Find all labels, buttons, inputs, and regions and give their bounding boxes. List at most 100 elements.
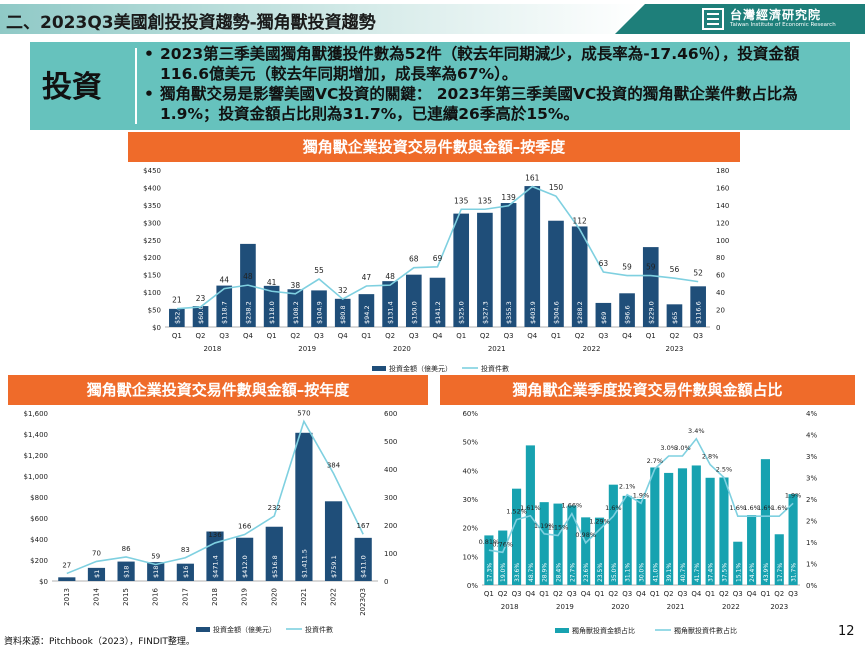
tier-logo-icon (702, 8, 724, 30)
quarterly-bar (666, 304, 683, 327)
quarterly-count-label: 52 (693, 269, 703, 278)
quarterly-bar-label: $355.3 (505, 301, 513, 324)
quarterly-count-label: 48 (385, 272, 395, 281)
annual-ytick-right: 400 (384, 466, 397, 474)
share-ytick-right: 1% (806, 539, 817, 547)
share-ytick-right: 2% (806, 496, 817, 504)
annual-bar (206, 531, 224, 581)
share-xtick: Q1 (705, 590, 715, 598)
share-year-label: 2020 (611, 603, 629, 611)
annual-xtick: 2015 (122, 588, 130, 606)
share-ytick-left: 20% (462, 525, 478, 533)
quarterly-xtick: Q2 (575, 332, 585, 340)
annual-count-label: 59 (151, 552, 160, 560)
quarterly-ytick-left: $250 (143, 237, 161, 245)
share-legend-bar-swatch (555, 628, 569, 633)
annual-ytick-left: $400 (30, 536, 48, 544)
quarterly-count-label: 59 (622, 263, 632, 272)
quarterly-count-label: 44 (219, 276, 229, 285)
annual-count-label: 70 (92, 549, 101, 557)
quarterly-bar-label: $94.2 (363, 305, 371, 324)
quarterly-bar (642, 247, 659, 327)
quarterly-xtick: Q1 (361, 332, 371, 340)
share-ytick-right: 2% (806, 518, 817, 526)
share-bar (512, 488, 522, 585)
annual-bar (354, 537, 372, 581)
quarterly-count-label: 48 (243, 272, 253, 281)
quarterly-count-label: 23 (196, 294, 206, 303)
annual-count-label: 136 (208, 531, 222, 539)
source-note: 資料來源：Pitchbook（2023），FINDIT整理。 (4, 637, 195, 647)
annual-bar (58, 577, 76, 581)
share-year-label: 2021 (667, 603, 685, 611)
share-count-label: 1.6% (605, 504, 622, 512)
share-bar (553, 503, 563, 585)
logo-en-text: Taiwan Institute of Economic Research (730, 22, 836, 28)
quarterly-bar-label: $118.7 (221, 301, 229, 324)
quarterly-year-label: 2021 (488, 345, 506, 353)
quarterly-legend-bar: 投資金額（億美元） (389, 364, 452, 373)
share-bar (677, 468, 688, 585)
quarterly-count-label: 68 (409, 255, 419, 264)
annual-bar (87, 567, 106, 581)
share-year-label: 2018 (501, 603, 519, 611)
quarterly-count-label: 32 (338, 286, 348, 295)
annual-xtick: 2013 (63, 588, 71, 606)
quarterly-bar (287, 289, 304, 327)
quarterly-legend-bar-swatch (372, 366, 386, 371)
annual-ytick-left: $1,400 (24, 431, 49, 439)
annual-count-label: 86 (122, 545, 131, 553)
annual-bar-label: $412.0 (241, 555, 249, 578)
annual-ytick-right: 200 (384, 522, 397, 530)
share-bar (747, 515, 757, 585)
annual-ytick-right: 100 (384, 550, 397, 558)
quarterly-xtick: Q1 (456, 332, 466, 340)
share-xtick: Q2 (498, 590, 508, 598)
share-xtick: Q3 (622, 590, 632, 598)
quarterly-ytick-right: 40 (716, 289, 725, 297)
share-bar-label: 30.0% (639, 563, 646, 582)
annual-count-label: 384 (327, 461, 341, 469)
quarterly-bar-label: $116.6 (695, 301, 703, 324)
share-ytick-right: 1% (806, 561, 817, 569)
share-bar (484, 535, 494, 585)
share-count-label: 1.6% (730, 504, 747, 512)
share-xtick: Q1 (650, 590, 660, 598)
annual-ytick-left: $1,000 (24, 473, 49, 481)
quarterly-count-label: 47 (362, 273, 372, 282)
share-bar-label: 33.6% (514, 563, 521, 582)
quarterly-bar-label: $60.0 (197, 305, 205, 324)
quarterly-xtick: Q3 (219, 332, 229, 340)
quarterly-bar (216, 285, 233, 327)
share-xtick: Q1 (760, 590, 770, 598)
annual-ytick-left: $800 (30, 494, 48, 502)
share-count-label: 1.9% (633, 491, 650, 499)
share-bar-label: 23.6% (583, 563, 590, 582)
share-count-label: 1.6% (771, 504, 788, 512)
quarterly-ytick-right: 160 (716, 184, 729, 192)
share-bar-label: 24.4% (749, 563, 756, 582)
share-bar-label: 40.7% (680, 563, 687, 582)
share-bar-label: 41.0% (652, 563, 659, 582)
annual-bar (265, 526, 283, 581)
quarterly-year-label: 2022 (583, 345, 601, 353)
quarterly-bar (358, 294, 375, 327)
quarterly-xtick: Q1 (646, 332, 656, 340)
quarterly-xtick: Q2 (290, 332, 300, 340)
share-bar (636, 499, 646, 585)
annual-ytick-right: 0 (384, 578, 388, 586)
share-xtick: Q1 (539, 590, 549, 598)
share-bar-label: 28.9% (542, 563, 549, 582)
share-legend-bar: 獨角獸投資金額占比 (572, 626, 635, 635)
annual-bar-label: $16 (182, 566, 190, 578)
quarterly-count-label: 112 (573, 216, 588, 225)
quarterly-xtick: Q3 (693, 332, 703, 340)
share-ytick-left: 0% (467, 582, 478, 590)
quarterly-bar (405, 274, 422, 327)
share-bar (691, 465, 701, 585)
annual-xtick: 2014 (92, 587, 100, 605)
quarterly-xtick: Q2 (669, 332, 679, 340)
share-bar-label: 37.5% (721, 563, 728, 582)
share-count-label: 3.0% (674, 444, 691, 452)
quarterly-count-label: 41 (267, 278, 277, 287)
